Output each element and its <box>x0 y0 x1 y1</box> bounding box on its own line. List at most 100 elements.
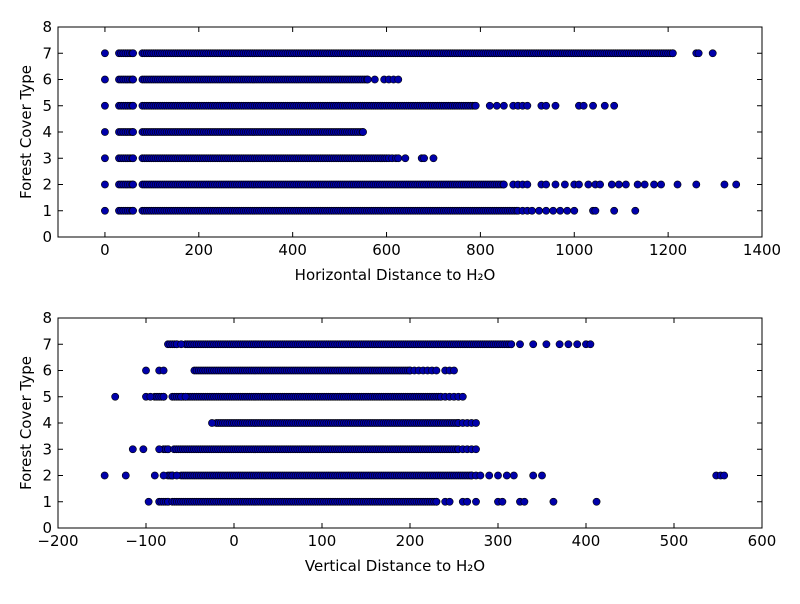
data-point <box>579 101 588 110</box>
data-point <box>463 497 472 506</box>
x-axis-label: Vertical Distance to H₂O <box>305 557 485 575</box>
data-point <box>420 154 428 163</box>
data-point <box>429 154 438 163</box>
data-point <box>432 497 441 506</box>
data-point <box>450 366 458 375</box>
scatter-points <box>101 49 741 215</box>
data-point <box>528 206 536 215</box>
data-point <box>694 49 703 58</box>
data-point <box>520 497 529 506</box>
data-point <box>101 206 109 215</box>
x-tick-label: 600 <box>372 241 401 259</box>
data-point <box>538 471 546 480</box>
data-point <box>589 101 597 110</box>
data-point <box>471 101 480 110</box>
y-tick-label: 4 <box>42 414 52 432</box>
data-point <box>507 340 516 349</box>
data-point <box>529 471 538 480</box>
data-point <box>445 497 454 506</box>
data-point <box>502 471 511 480</box>
data-point <box>100 471 109 480</box>
bottom-scatter-panel: −200 −100 0 100 200 300 400 500 600 0 1 2 3 4 5 6 7 8 Vert… <box>17 309 776 575</box>
data-point <box>668 49 677 58</box>
x-tick-label: −100 <box>125 532 166 550</box>
y-tick-label: 5 <box>42 97 52 115</box>
data-point <box>101 128 109 136</box>
y-tick-label: 6 <box>42 362 52 380</box>
data-point <box>692 180 701 189</box>
data-point <box>159 471 168 480</box>
data-point <box>492 101 501 110</box>
data-point <box>720 180 729 189</box>
x-axis-label: Horizontal Distance to H₂O <box>295 266 496 284</box>
y-tick-label: 5 <box>42 388 52 406</box>
data-point <box>575 180 583 189</box>
x-tick-label: 1400 <box>743 241 781 259</box>
data-point <box>592 497 601 506</box>
x-tick-label: 400 <box>278 241 307 259</box>
data-point <box>129 154 137 163</box>
x-tick-label: 0 <box>100 241 110 259</box>
data-point <box>650 180 658 189</box>
data-point <box>159 392 168 401</box>
data-point <box>499 180 508 189</box>
data-point <box>633 180 642 189</box>
data-point <box>172 471 181 480</box>
y-tick-label: 6 <box>42 71 52 89</box>
data-point <box>432 366 441 375</box>
data-point <box>485 101 494 110</box>
data-point <box>129 101 137 110</box>
data-point <box>551 180 560 189</box>
data-point <box>542 101 551 110</box>
data-point <box>591 206 600 215</box>
data-point <box>535 206 543 215</box>
data-point <box>498 497 507 506</box>
x-tick-label: 800 <box>466 241 495 259</box>
data-point <box>101 101 109 110</box>
data-point <box>556 206 565 215</box>
data-point <box>631 206 640 215</box>
data-point <box>370 75 379 84</box>
data-point <box>610 206 619 215</box>
y-tick-label: 7 <box>42 44 52 62</box>
data-point <box>509 471 518 480</box>
data-point <box>472 497 480 506</box>
data-point <box>401 154 410 163</box>
data-point <box>570 206 579 215</box>
data-point <box>485 471 494 480</box>
data-point <box>621 180 630 189</box>
x-tick-label: 600 <box>748 532 777 550</box>
data-point <box>101 49 109 58</box>
x-tick-label: 100 <box>308 532 337 550</box>
data-point <box>129 180 137 189</box>
y-tick-label: 1 <box>42 202 52 220</box>
y-tick-label: 7 <box>42 335 52 353</box>
data-point <box>129 75 137 84</box>
data-point <box>144 497 153 506</box>
data-point <box>560 180 569 189</box>
data-point <box>499 101 508 110</box>
data-point <box>600 101 609 110</box>
data-point <box>542 340 551 349</box>
data-point <box>720 471 729 480</box>
data-point <box>146 392 155 401</box>
y-axis-label: Forest Cover Type <box>17 65 35 199</box>
y-tick-label: 2 <box>42 176 52 194</box>
data-point <box>607 180 616 189</box>
data-point <box>129 128 137 136</box>
data-point <box>359 128 367 136</box>
top-scatter-panel: 0 200 400 600 800 1000 1200 1400 0 1 2 3 4 5 6 7 8 Horizo… <box>17 18 781 284</box>
data-point <box>472 419 480 427</box>
data-point <box>573 340 582 349</box>
data-point <box>111 392 120 401</box>
data-point <box>563 206 572 215</box>
data-point <box>129 49 137 58</box>
y-tick-label: 8 <box>42 18 52 36</box>
y-tick-label: 0 <box>42 519 52 537</box>
data-point <box>476 471 485 480</box>
data-point <box>549 497 558 506</box>
x-tick-label: 200 <box>396 532 425 550</box>
data-point <box>529 340 538 349</box>
y-axis-label: Forest Cover Type <box>17 356 35 490</box>
